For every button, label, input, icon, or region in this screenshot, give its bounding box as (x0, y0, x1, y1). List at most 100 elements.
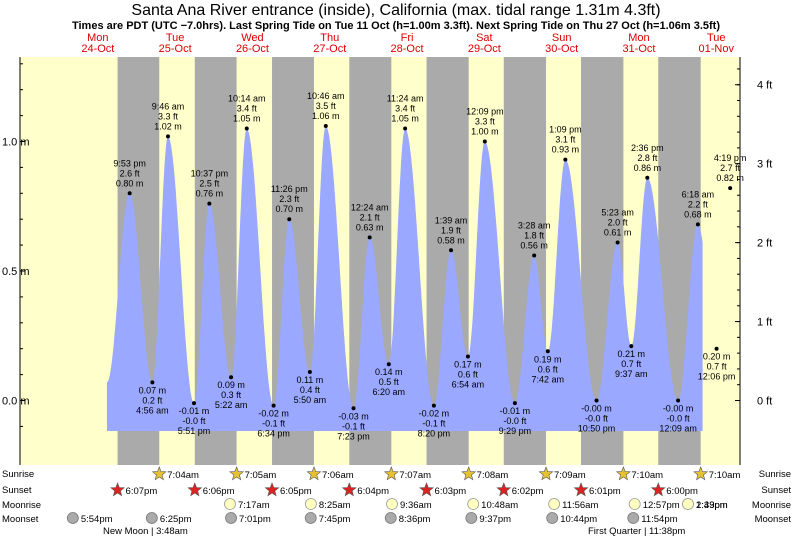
tide-point-high (367, 235, 372, 240)
tide-height-ft: 0.7 ft (707, 362, 728, 372)
moonrise-time: 11:56am (562, 500, 598, 511)
tide-time: 5:22 am (215, 400, 248, 410)
tide-point-high (287, 217, 292, 222)
tide-curve (107, 126, 703, 431)
tide-time: 12:09 pm (466, 107, 504, 117)
tide-height-ft: -0.0 ft (667, 414, 691, 424)
moonrise-time: 12:57pm (643, 500, 680, 511)
tide-height-ft: 2.8 ft (637, 153, 658, 163)
tide-time: 1:09 pm (549, 125, 582, 135)
day-name: Sun (552, 32, 572, 44)
tide-height-m: 0.17 m (454, 359, 482, 369)
sunrise-icon (538, 466, 554, 481)
almanac-label-right-sunset: Sunset (761, 485, 791, 496)
tide-point-low (150, 380, 155, 385)
moonrise-icon (305, 498, 317, 510)
tide-time: 8:20 pm (418, 429, 451, 439)
tide-point-high (244, 126, 249, 131)
tide-time: 5:51 pm (178, 426, 211, 436)
tide-time: 6:54 am (452, 379, 485, 389)
daylight-band (700, 57, 740, 465)
sunrise-time: 7:04am (167, 470, 199, 481)
tide-height-m: -0.00 m (663, 404, 694, 414)
tide-height-m: 0.11 m (296, 375, 323, 385)
sunrise-time: 7:07am (399, 470, 431, 481)
sunset-time: 6:00pm (666, 486, 698, 497)
moonset-icon (627, 512, 640, 524)
tide-height-m: 0.82 m (716, 173, 744, 183)
moonrise-icon (682, 498, 694, 510)
moonset-time: 7:01pm (239, 514, 271, 525)
tide-height-ft: 0.6 ft (458, 369, 479, 379)
tide-point-high (403, 126, 408, 131)
tide-height-ft: -0.1 ft (342, 421, 366, 431)
day-name: Mon (628, 32, 649, 44)
tide-height-m: 1.00 m (471, 127, 499, 137)
tide-height-ft: 2.3 ft (279, 194, 300, 204)
tide-height-m: 0.21 m (618, 349, 646, 359)
moon-phase-label: New Moon | 3:48am (103, 526, 188, 537)
y-tick-label-right: 2 ft (757, 238, 772, 250)
tide-height-m: 0.93 m (552, 145, 580, 155)
tide-point-low (465, 354, 470, 359)
axes: 0.0 m 0.5 m 1.0 m 0 ft 1 ft 2 ft 3 ft 4 ft (2, 57, 772, 465)
tide-point-low (512, 401, 517, 406)
moonrise-time: 7:17am (238, 500, 270, 511)
day-name: Wed (241, 32, 263, 44)
day-date: 29-Oct (468, 43, 501, 55)
tide-height-ft: 2.2 ft (688, 199, 709, 209)
almanac-label-right-sunrise: Sunrise (759, 469, 791, 480)
sunrise-time: 7:05am (245, 470, 277, 481)
tide-point-high (323, 123, 328, 128)
tide-height-m: 0.09 m (217, 380, 245, 390)
tide-time: 10:14 am (228, 94, 266, 104)
moon-phase-label: First Quarter | 11:38pm (588, 526, 685, 537)
tide-time: 6:18 am (682, 189, 715, 199)
sunrise-time: 7:06am (322, 470, 354, 481)
sunset-time: 6:07pm (126, 486, 158, 497)
tide-point-low (594, 398, 599, 403)
sunset-time: 6:02pm (512, 486, 544, 497)
tide-point-high (127, 191, 132, 196)
tide-height-ft: -0.1 ft (422, 419, 446, 429)
moonrise-time: 9:36am (400, 500, 432, 511)
day-name: Tue (166, 32, 185, 44)
day-date: 01-Nov (699, 43, 735, 55)
tide-height-m: 0.07 m (139, 385, 167, 395)
sunset-icon (573, 482, 589, 497)
tide-height-ft: 0.6 ft (538, 364, 559, 374)
tide-labels: 9:53 pm2.6 ft0.80 m 0.07 m0.2 ft4:56 am 9:… (113, 91, 746, 441)
tide-height-m: -0.00 m (581, 404, 612, 414)
tide-height-ft: 2.0 ft (608, 218, 629, 228)
almanac-label-left-moonrise: Moonrise (2, 500, 41, 511)
sunset-time: 6:05pm (280, 486, 312, 497)
tide-time: 11:26 pm (271, 184, 308, 194)
sunset-icon (187, 482, 203, 497)
tide-height-m: -0.02 m (258, 409, 289, 419)
tide-height-ft: 0.7 ft (621, 359, 642, 369)
moonrise-time: 2:33pm (696, 500, 728, 511)
tide-time: 9:46 am (152, 101, 185, 111)
tide-height-m: 0.56 m (520, 240, 548, 250)
tide-height-m: 0.76 m (196, 189, 224, 199)
tide-time: 3:28 am (518, 220, 551, 230)
tide-height-ft: -0.0 ft (503, 416, 527, 426)
y-tick-label-right: 3 ft (757, 159, 772, 171)
tide-point-low (386, 362, 391, 367)
tide-height-ft: 3.4 ft (237, 104, 258, 114)
tide-time: 12:06 pm (698, 372, 736, 382)
tide-height-ft: 2.5 ft (199, 179, 220, 189)
moonset-icon (304, 512, 317, 524)
tide-time: 6:34 pm (257, 429, 290, 439)
day-date: 27-Oct (313, 43, 346, 55)
tide-height-ft: -0.0 ft (182, 416, 206, 426)
tide-time: 9:37 am (615, 369, 648, 379)
tide-height-m: -0.03 m (338, 411, 369, 421)
tide-time: 11:24 am (387, 94, 424, 104)
tide-height-m: 0.20 m (703, 352, 731, 362)
moonrise-icon (548, 498, 561, 510)
moonrise-time: 8:25am (319, 500, 351, 511)
tide-height-ft: 2.1 ft (360, 212, 381, 222)
moonrise-time: 1:49pm (696, 500, 728, 511)
